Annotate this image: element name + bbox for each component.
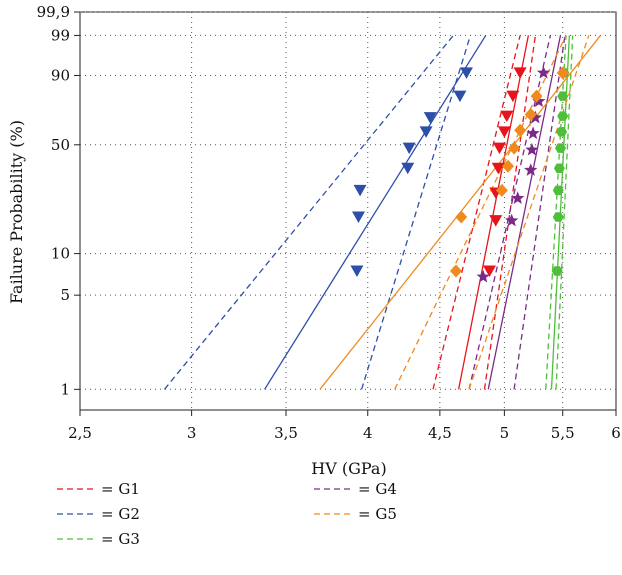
- data-point-g4: [532, 94, 546, 108]
- x-tick-label: 6: [611, 424, 621, 442]
- confidence-bound-g3: [555, 35, 574, 390]
- data-point-g3: [551, 266, 563, 276]
- data-point-g4: [511, 191, 525, 204]
- y-tick-label: 5: [60, 286, 70, 304]
- y-tick-label: 10: [51, 245, 70, 263]
- data-point-g4: [528, 110, 543, 124]
- data-point-g1: [500, 110, 514, 123]
- data-point-g3: [557, 91, 569, 101]
- data-point-g3: [557, 111, 569, 121]
- x-tick-label: 5: [500, 424, 510, 442]
- x-tick-label: 3,5: [274, 424, 298, 442]
- y-tick-label: 99: [51, 26, 70, 44]
- data-point-g2: [459, 67, 473, 79]
- data-point-g1: [513, 67, 527, 79]
- x-tick-label: 3: [187, 424, 197, 442]
- x-tick-label: 2,5: [68, 424, 92, 442]
- legend: = G1 = G2 = G3 = G4 = G5: [57, 480, 397, 548]
- data-point-g2: [352, 211, 366, 224]
- legend-label-g3: = G3: [101, 530, 140, 548]
- data-point-g1: [483, 265, 497, 277]
- data-point-g2: [402, 142, 416, 155]
- y-tick-label: 99,9: [37, 3, 70, 21]
- data-point-g4: [536, 65, 551, 79]
- x-axis-label: HV (GPa): [311, 459, 386, 478]
- data-point-g5: [524, 107, 537, 121]
- x-tick-label: 4: [363, 424, 373, 442]
- plot-frame: [79, 11, 617, 411]
- data-point-g3: [552, 185, 564, 196]
- data-point-g2: [401, 162, 415, 175]
- data-point-g3: [552, 212, 564, 222]
- data-points: [350, 65, 570, 283]
- confidence-bound-g2: [163, 35, 454, 390]
- y-tick-label: 1: [60, 380, 70, 398]
- data-point-g3: [555, 143, 566, 153]
- data-point-g1: [506, 90, 520, 103]
- y-tick-label: 50: [51, 136, 70, 154]
- data-point-g5: [514, 123, 527, 137]
- y-axis-label: Failure Probability (%): [7, 120, 26, 304]
- data-point-g4: [525, 142, 539, 156]
- data-point-g2: [419, 126, 433, 138]
- data-point-g1: [492, 142, 506, 155]
- data-point-g2: [350, 265, 364, 277]
- data-point-g5: [495, 183, 508, 197]
- data-point-g5: [508, 141, 521, 155]
- x-tick-label: 5,5: [551, 424, 575, 442]
- confidence-bound-g4: [468, 35, 551, 390]
- data-point-g5: [455, 210, 468, 224]
- data-point-g5: [449, 264, 462, 278]
- data-point-g4: [476, 269, 490, 283]
- confidence-bound-g1: [432, 35, 521, 390]
- data-point-g1: [489, 215, 503, 227]
- data-point-g2: [353, 184, 367, 197]
- plot-area: 2,5 3 3,5 4 4,5 5 5,5 6 1 5 10 50 90 99 99,9: [37, 3, 621, 442]
- data-point-g2: [423, 112, 437, 124]
- data-point-g1: [491, 162, 505, 175]
- data-point-g3: [556, 127, 568, 137]
- data-point-g4: [526, 126, 540, 140]
- confidence-bound-g5: [468, 35, 590, 390]
- legend-label-g1: = G1: [101, 480, 140, 498]
- data-point-g5: [530, 89, 543, 103]
- data-point-g4: [505, 213, 519, 227]
- x-tick-label: 4,5: [428, 424, 452, 442]
- fit-lines: [163, 35, 602, 390]
- data-point-g2: [453, 90, 467, 103]
- legend-label-g5: = G5: [358, 505, 397, 523]
- data-point-g4: [524, 163, 538, 176]
- confidence-bound-g2: [360, 35, 472, 390]
- data-point-g5: [502, 159, 515, 173]
- data-point-g1: [497, 126, 511, 138]
- fit-line-g2: [264, 35, 487, 390]
- data-point-g3: [553, 163, 565, 173]
- legend-label-g2: = G2: [101, 505, 140, 523]
- y-tick-label: 90: [51, 66, 70, 84]
- confidence-bound-g5: [394, 35, 567, 390]
- legend-label-g4: = G4: [358, 480, 397, 498]
- fit-line-g1: [457, 35, 530, 390]
- fit-line-g4: [487, 35, 562, 390]
- data-point-g5: [556, 66, 569, 80]
